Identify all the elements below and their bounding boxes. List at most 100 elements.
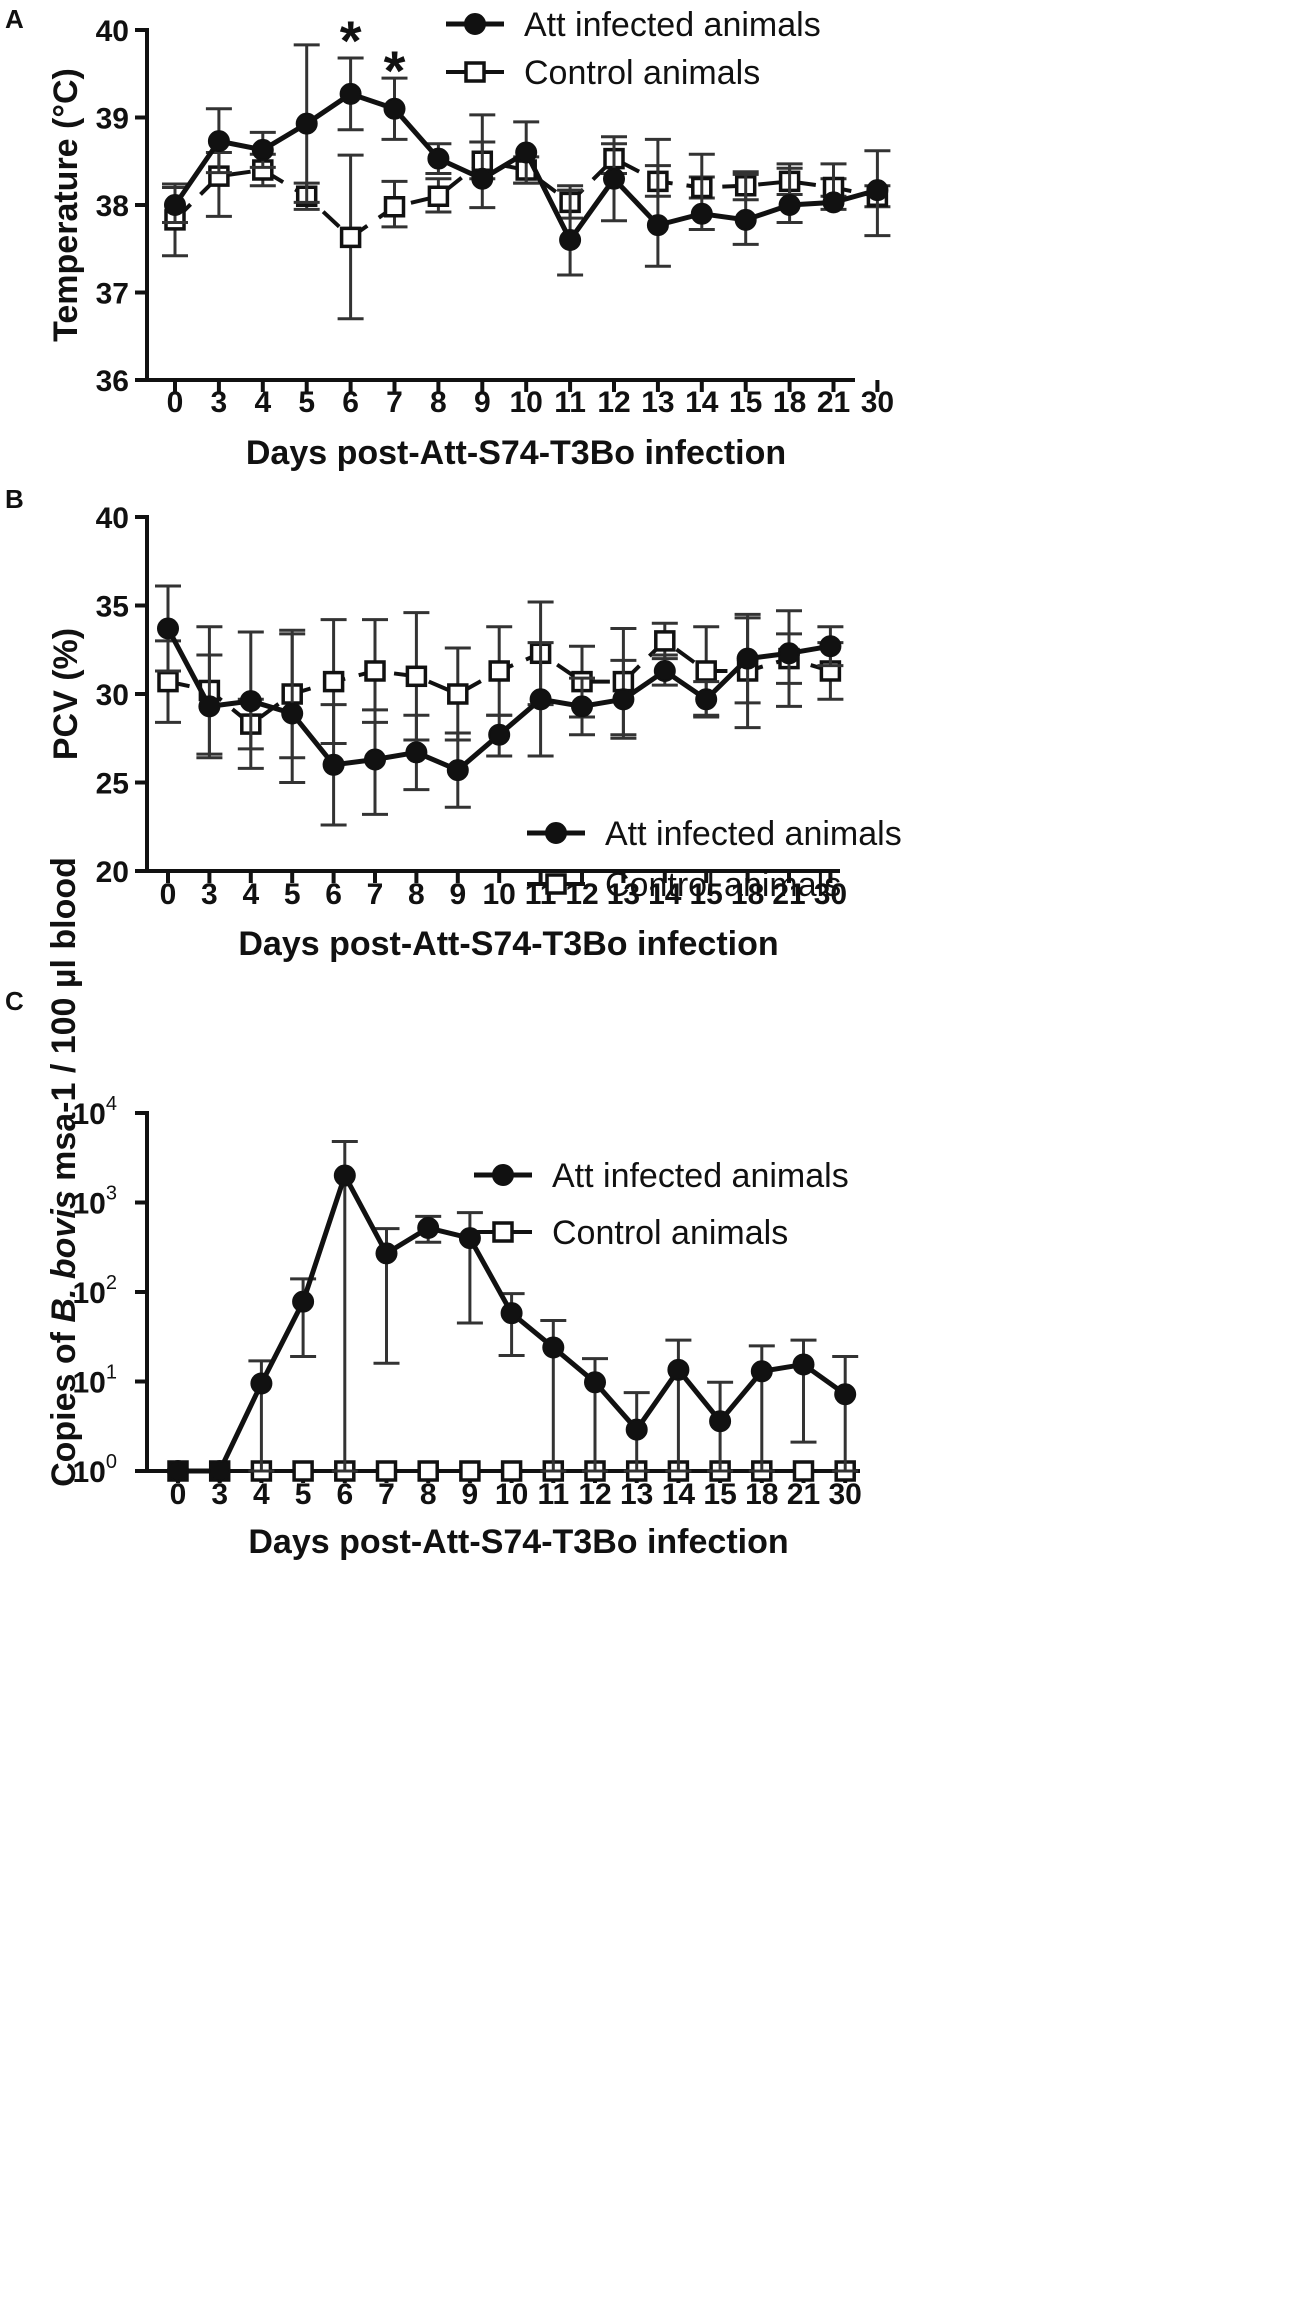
y-tick-label: 36 [96, 365, 129, 398]
x-tick-label: 8 [408, 878, 425, 911]
x-tick-label: 18 [745, 1478, 778, 1511]
y-tick-label: 100 [73, 1451, 118, 1489]
data-point [405, 741, 428, 764]
data-point [207, 130, 230, 153]
data-point [333, 1164, 356, 1187]
legend-label: Control animals [524, 54, 760, 92]
x-ticks: 0 3 4 5 6 7 8 9 10 11 12 13 14 15 18 21 30 [170, 1471, 862, 1511]
data-point [208, 1460, 231, 1482]
x-tick-label: 3 [211, 1478, 228, 1511]
data-point [612, 688, 635, 711]
x-ticks: 0 3 4 5 6 7 8 9 10 11 12 13 14 15 18 21 30 [167, 380, 894, 419]
x-tick-label: 0 [160, 878, 177, 911]
legend-marker [545, 822, 567, 844]
legend-item-control: Control animals [474, 1214, 788, 1252]
x-tick-label: 11 [537, 1478, 569, 1511]
x-tick-label: 9 [474, 386, 491, 419]
data-point [447, 683, 469, 705]
data-point [417, 1460, 439, 1482]
x-tick-label: 30 [861, 386, 894, 419]
x-tick-label: 30 [829, 1478, 862, 1511]
data-point [866, 179, 889, 202]
y-axis-title: Copies of B. bovis msa-1 / 100 µl blood [45, 857, 83, 1487]
data-point [778, 642, 800, 665]
data-point [427, 147, 450, 170]
x-tick-label: 15 [729, 386, 762, 419]
data-point [646, 214, 669, 237]
legend: Att infected animals Control animals [527, 815, 902, 904]
x-tick-label: 21 [817, 386, 850, 419]
legend-marker [492, 1164, 514, 1186]
data-point [339, 226, 362, 249]
data-point [542, 1336, 565, 1359]
data-point [471, 167, 494, 190]
x-tick-label: 0 [170, 1478, 187, 1511]
legend-item-att-infected: Att infected animals [527, 815, 902, 853]
data-point [157, 617, 179, 640]
data-point [625, 1418, 648, 1441]
legend-label: Control animals [605, 866, 841, 904]
x-tick-label: 3 [201, 878, 218, 911]
significance-star: * [340, 9, 362, 72]
x-tick-label: 14 [685, 386, 719, 419]
y-tick-label: 40 [96, 15, 129, 48]
x-tick-label: 4 [254, 386, 271, 419]
legend-marker [464, 61, 486, 83]
data-point [834, 1383, 857, 1406]
x-tick-label: 6 [342, 386, 359, 419]
data-point [529, 688, 552, 711]
data-point [322, 753, 345, 776]
y-tick-label: 104 [73, 1093, 118, 1131]
y-tick-label: 35 [96, 591, 129, 624]
x-tick-label: 12 [597, 386, 630, 419]
data-point [488, 723, 511, 746]
panel-a: A 36 37 38 39 40 0 3 4 5 6 7 8 9 10 11 12 13 14 15 18 21 30 Day… [5, 4, 894, 472]
data-point [339, 82, 362, 105]
data-point [383, 196, 406, 218]
x-axis-title: Days post-Att-S74-T3Bo infection [246, 434, 786, 472]
x-tick-label: 8 [430, 386, 447, 419]
error-bar [469, 113, 496, 210]
data-point [695, 688, 718, 711]
data-point [819, 635, 842, 658]
data-point [709, 1410, 732, 1433]
y-tick-label: 102 [73, 1272, 118, 1310]
x-axis-title: Days post-Att-S74-T3Bo infection [248, 1523, 788, 1561]
error-bar [644, 137, 671, 268]
data-point [584, 1371, 606, 1394]
data-point [667, 1358, 690, 1381]
data-point [251, 138, 274, 161]
x-tick-label: 0 [167, 386, 184, 419]
y-axis-title: PCV (%) [47, 628, 85, 760]
legend-item-att-infected: Att infected animals [474, 1157, 849, 1195]
significance-annotations: * * [340, 9, 406, 102]
data-point [417, 1216, 440, 1239]
x-tick-label: 7 [378, 1478, 395, 1511]
panel-letter: A [5, 4, 24, 34]
data-point [295, 112, 318, 135]
data-point [375, 1460, 398, 1482]
y-tick-label: 20 [96, 856, 129, 889]
y-ticks: 36 37 38 39 40 [96, 15, 147, 398]
x-tick-label: 13 [641, 386, 674, 419]
x-tick-label: 21 [787, 1478, 820, 1511]
data-point [571, 695, 593, 718]
legend-marker [464, 13, 486, 35]
x-tick-label: 5 [284, 878, 301, 911]
data-point [822, 191, 845, 214]
panel-letter: C [5, 986, 24, 1016]
y-tick-label: 38 [96, 190, 129, 223]
x-tick-label: 5 [295, 1478, 312, 1511]
x-tick-label: 6 [325, 878, 342, 911]
x-tick-label: 9 [449, 878, 466, 911]
x-tick-label: 11 [554, 386, 586, 419]
error-bar [832, 1355, 859, 1473]
data-point [446, 759, 469, 782]
x-tick-label: 6 [336, 1478, 353, 1511]
data-point [500, 1302, 523, 1325]
x-tick-label: 7 [386, 386, 403, 419]
data-point [164, 194, 186, 216]
